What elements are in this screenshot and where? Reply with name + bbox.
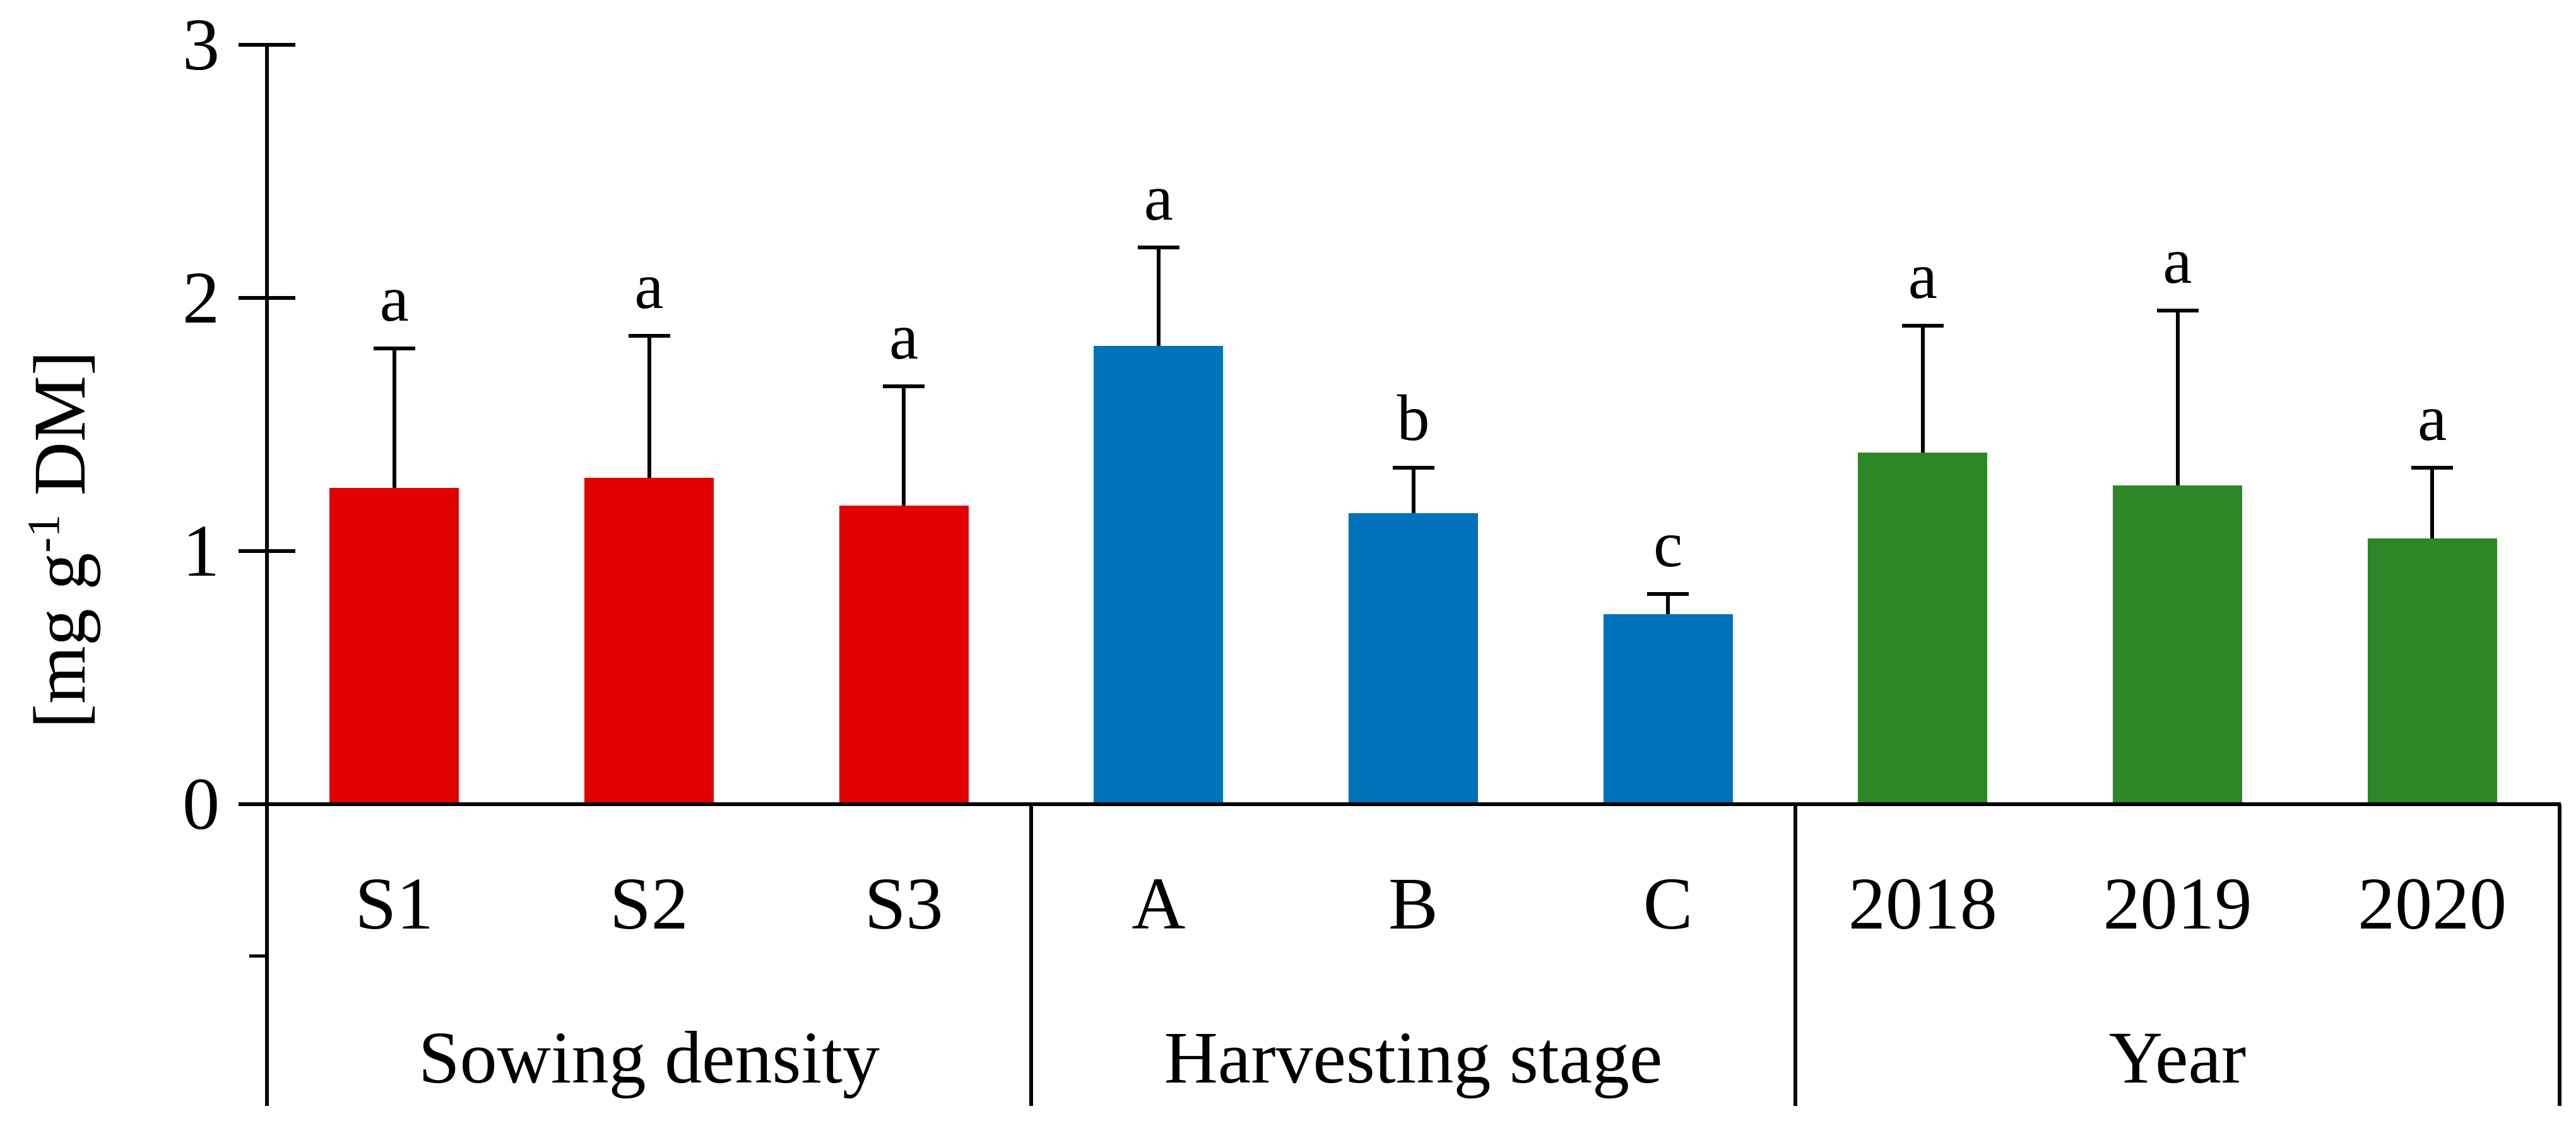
significance-letter-C: c: [1653, 508, 1683, 581]
error-bar-cap-S2: [628, 334, 670, 338]
bar-2018: [1858, 452, 1988, 804]
error-bar-S1: [392, 348, 396, 488]
x-category-label-C: C: [1643, 862, 1693, 945]
error-bar-2018: [1920, 326, 1925, 453]
error-bar-2020: [2430, 467, 2435, 538]
bar-B: [1349, 513, 1478, 804]
bar-2020: [2367, 538, 2497, 804]
significance-letter-S1: a: [379, 263, 409, 336]
y-tick-label-2: 2: [182, 256, 220, 339]
y-tick-label-3: 3: [182, 3, 220, 86]
x-category-label-B: B: [1388, 862, 1438, 945]
error-bar-S3: [902, 386, 906, 506]
significance-letter-2018: a: [1908, 240, 1937, 313]
y-tick-label-0: 0: [182, 763, 220, 845]
significance-letter-A: a: [1143, 161, 1173, 234]
x-category-label-2019: 2019: [2103, 862, 2252, 945]
bar-S2: [584, 477, 714, 804]
error-bar-cap-2020: [2411, 465, 2454, 470]
significance-letter-S3: a: [889, 300, 919, 374]
bar-2019: [2113, 485, 2242, 804]
y-axis-line: [265, 43, 269, 1106]
error-bar-cap-2018: [1901, 324, 1944, 328]
group-label-sowing-density: Sowing density: [418, 1016, 880, 1099]
error-bar-cap-2019: [2156, 309, 2199, 313]
significance-letter-2019: a: [2163, 225, 2192, 298]
bar-C: [1603, 614, 1733, 804]
error-bar-B: [1411, 467, 1415, 513]
error-bar-A: [1156, 247, 1161, 347]
category-divider-3: [2558, 804, 2561, 1106]
x-category-label-A: A: [1131, 862, 1186, 945]
significance-letter-2020: a: [2418, 381, 2447, 454]
group-label-harvesting-stage: Harvesting stage: [1164, 1016, 1663, 1099]
error-bar-cap-A: [1137, 245, 1179, 249]
category-divider-1: [1029, 804, 1033, 1106]
error-bar-S2: [647, 336, 651, 478]
category-divider-2: [1793, 804, 1797, 1106]
bar-S3: [839, 505, 969, 804]
x-category-label-S2: S2: [610, 862, 688, 945]
error-bar-C: [1666, 594, 1670, 615]
group-label-year: Year: [2108, 1016, 2247, 1099]
bar-S1: [329, 487, 459, 804]
y-tick-label-1: 1: [182, 509, 220, 592]
x-category-label-2018: 2018: [1848, 862, 1997, 945]
error-bar-2019: [2175, 311, 2180, 485]
error-bar-cap-B: [1392, 465, 1434, 470]
axis-row-separator-tick: [249, 954, 267, 958]
error-bar-cap-C: [1647, 592, 1689, 597]
significance-letter-B: b: [1397, 381, 1430, 454]
error-bar-cap-S3: [883, 384, 925, 389]
y-axis-label-unit: DM]: [18, 350, 101, 514]
x-category-label-2020: 2020: [2358, 862, 2507, 945]
x-category-label-S3: S3: [864, 862, 943, 945]
bar-A: [1094, 346, 1224, 804]
error-bar-cap-S1: [373, 347, 415, 351]
x-category-label-S1: S1: [355, 862, 434, 945]
x-axis-line: [239, 802, 2561, 806]
significance-letter-S2: a: [634, 250, 664, 323]
